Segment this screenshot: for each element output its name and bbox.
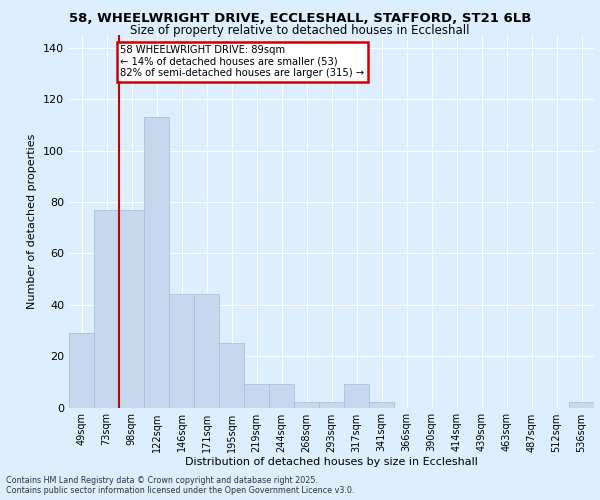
Bar	[344, 384, 369, 407]
Bar	[169, 294, 194, 408]
Bar	[244, 384, 269, 407]
Text: 58, WHEELWRIGHT DRIVE, ECCLESHALL, STAFFORD, ST21 6LB: 58, WHEELWRIGHT DRIVE, ECCLESHALL, STAFF…	[69, 12, 531, 26]
Bar	[94, 210, 119, 408]
Bar	[269, 384, 294, 407]
Text: 58 WHEELWRIGHT DRIVE: 89sqm
← 14% of detached houses are smaller (53)
82% of sem: 58 WHEELWRIGHT DRIVE: 89sqm ← 14% of det…	[120, 46, 364, 78]
Bar	[69, 333, 94, 407]
Text: Contains HM Land Registry data © Crown copyright and database right 2025.
Contai: Contains HM Land Registry data © Crown c…	[6, 476, 355, 495]
X-axis label: Distribution of detached houses by size in Eccleshall: Distribution of detached houses by size …	[185, 458, 478, 468]
Bar	[369, 402, 394, 407]
Bar	[119, 210, 144, 408]
Bar	[294, 402, 319, 407]
Bar	[144, 117, 169, 408]
Text: Size of property relative to detached houses in Eccleshall: Size of property relative to detached ho…	[130, 24, 470, 37]
Bar	[219, 344, 244, 407]
Y-axis label: Number of detached properties: Number of detached properties	[28, 134, 37, 309]
Bar	[319, 402, 344, 407]
Bar	[194, 294, 219, 408]
Bar	[569, 402, 594, 407]
